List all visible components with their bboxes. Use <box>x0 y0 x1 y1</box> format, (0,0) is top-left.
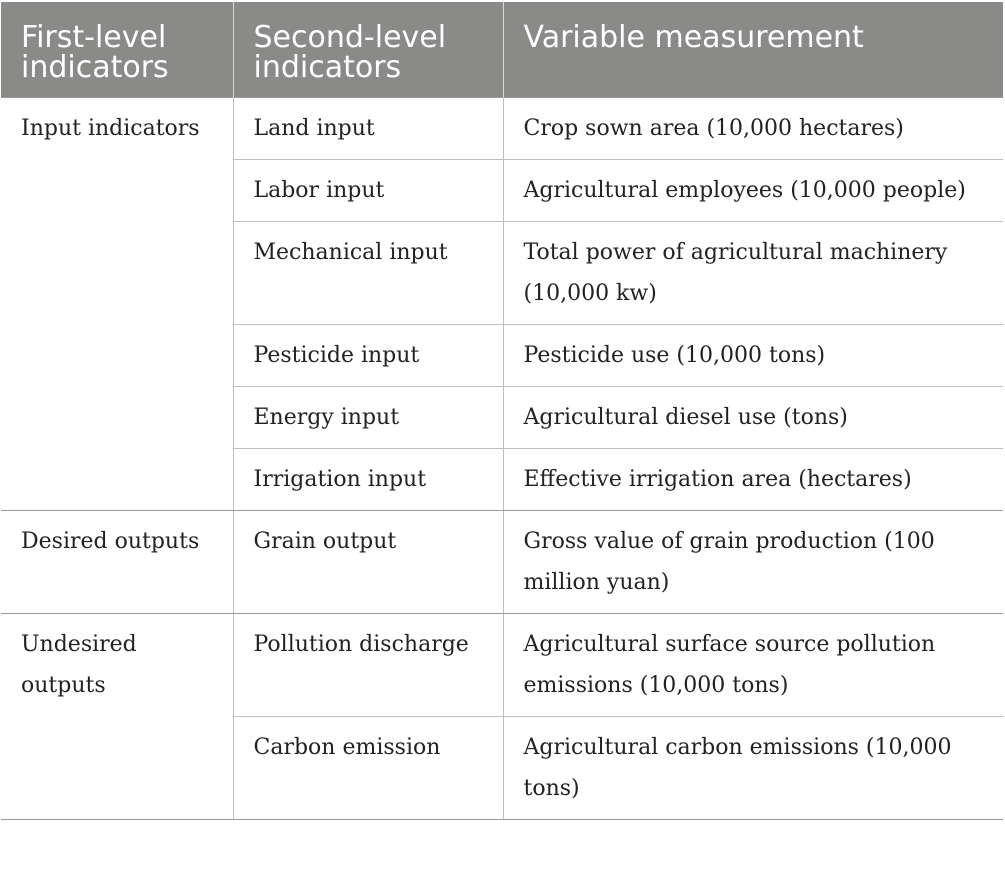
table-row: Desired outputs Grain output Gross value… <box>1 510 1003 614</box>
measurement-cell: Agricultural surface source pollution em… <box>502 613 1003 717</box>
table-row: Undesired outputs Pollution discharge Ag… <box>1 613 1003 820</box>
measurement-cell: Total power of agricultural machinery (1… <box>502 221 1003 325</box>
second-level-cell: Mechanical input <box>233 221 504 325</box>
table-row: Input indicators Land input Crop sown ar… <box>1 97 1003 511</box>
first-level-cell: Input indicators <box>1 97 234 511</box>
first-level-cell: Desired outputs <box>1 510 234 614</box>
header-second-level: Second-level indicators <box>233 2 504 98</box>
table-row: Mechanical input Total power of agricult… <box>1 221 1003 325</box>
second-level-cell: Irrigation input <box>233 448 504 511</box>
measurement-cell: Agricultural employees (10,000 people) <box>502 159 1003 222</box>
table-row: Energy input Agricultural diesel use (to… <box>1 386 1003 449</box>
header-variable-measurement: Variable measurement <box>503 2 1003 98</box>
second-level-cell: Energy input <box>233 386 504 449</box>
second-level-cell: Carbon emission <box>233 716 504 820</box>
table-row: Carbon emission Agricultural carbon emis… <box>1 716 1003 820</box>
table-row: Irrigation input Effective irrigation ar… <box>1 448 1003 511</box>
measurement-cell: Pesticide use (10,000 tons) <box>502 324 1003 387</box>
second-level-cell: Pesticide input <box>233 324 504 387</box>
table-body: Input indicators Land input Crop sown ar… <box>1 97 1003 820</box>
indicator-table: First-level indicators Second-level indi… <box>1 2 1003 820</box>
second-level-cell: Land input <box>232 97 504 160</box>
table-row: Pesticide input Pesticide use (10,000 to… <box>1 324 1003 387</box>
measurement-cell: Agricultural diesel use (tons) <box>502 386 1003 449</box>
first-level-cell: Undesired outputs <box>1 613 234 820</box>
table-header: First-level indicators Second-level indi… <box>1 2 1003 98</box>
measurement-cell: Agricultural carbon emissions (10,000 to… <box>502 716 1003 820</box>
table-row: Labor input Agricultural employees (10,0… <box>1 159 1003 222</box>
second-level-cell: Pollution discharge <box>232 613 504 717</box>
second-level-cell: Labor input <box>233 159 504 222</box>
measurement-cell: Gross value of grain production (100 mil… <box>502 510 1003 614</box>
header-row: First-level indicators Second-level indi… <box>1 2 1003 98</box>
header-first-level: First-level indicators <box>1 2 234 98</box>
measurement-cell: Crop sown area (10,000 hectares) <box>502 97 1003 160</box>
second-level-cell: Grain output <box>232 510 504 614</box>
measurement-cell: Effective irrigation area (hectares) <box>502 448 1003 511</box>
